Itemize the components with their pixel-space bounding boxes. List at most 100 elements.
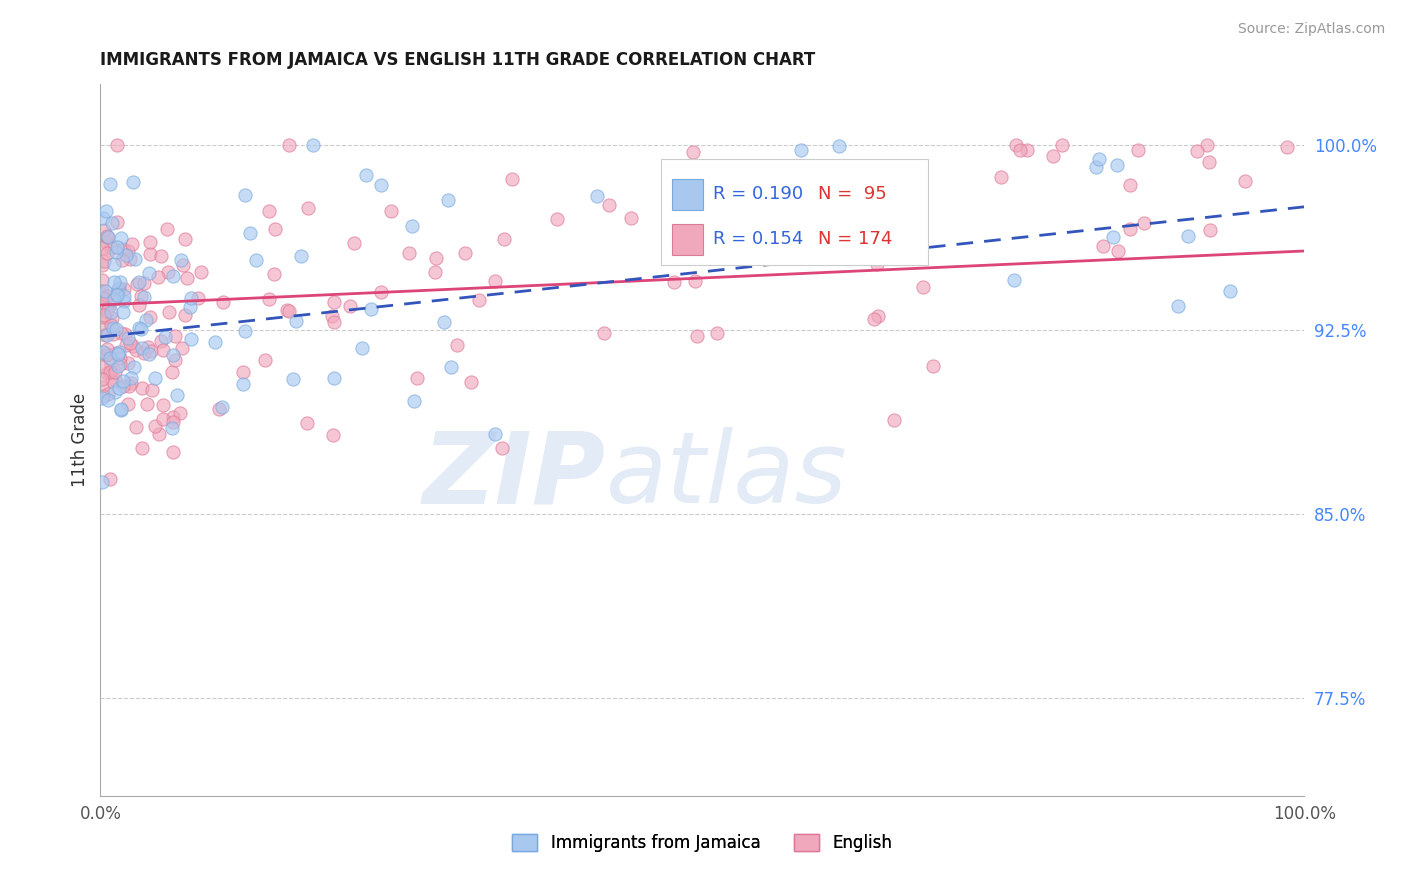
Point xyxy=(91,241,114,255)
Point xyxy=(468,293,491,307)
Point xyxy=(111,374,134,388)
Point xyxy=(501,172,523,186)
Point xyxy=(1187,144,1209,158)
Point xyxy=(190,265,212,279)
Point xyxy=(370,285,392,300)
Point xyxy=(323,371,346,385)
Point xyxy=(98,178,121,192)
Point xyxy=(115,248,138,262)
Point xyxy=(990,169,1012,184)
Point xyxy=(139,247,162,261)
Point xyxy=(278,304,301,318)
Point xyxy=(108,351,131,365)
Point xyxy=(129,322,152,336)
Point xyxy=(290,250,312,264)
Point xyxy=(877,215,900,229)
Point xyxy=(134,346,156,360)
Point xyxy=(683,274,706,288)
Point xyxy=(162,269,184,284)
Point xyxy=(1119,222,1142,236)
Point xyxy=(1005,138,1028,153)
Point xyxy=(120,252,142,266)
Point xyxy=(131,381,153,395)
Point xyxy=(97,387,120,401)
Point xyxy=(1042,148,1064,162)
Point xyxy=(128,320,150,334)
Y-axis label: 11th Grade: 11th Grade xyxy=(72,392,89,487)
Point xyxy=(1102,230,1125,244)
Text: N =  95: N = 95 xyxy=(818,186,887,203)
Point xyxy=(676,223,699,237)
Point xyxy=(232,377,254,392)
Point xyxy=(703,214,725,228)
Point xyxy=(810,240,832,254)
Point xyxy=(121,237,143,252)
Point xyxy=(149,334,172,348)
Point xyxy=(157,265,180,279)
Point xyxy=(398,246,420,260)
Point xyxy=(117,397,139,411)
Point xyxy=(155,222,177,236)
Point xyxy=(128,275,150,289)
Point xyxy=(1052,138,1074,153)
Point xyxy=(433,315,456,329)
Point xyxy=(131,341,153,355)
Point xyxy=(114,327,136,342)
Point xyxy=(96,348,118,362)
Text: atlas: atlas xyxy=(606,427,848,524)
Point xyxy=(93,284,115,298)
Point xyxy=(620,211,643,226)
Point xyxy=(132,277,155,291)
Point xyxy=(174,232,197,246)
Point xyxy=(845,241,868,255)
Point xyxy=(352,341,374,355)
Point xyxy=(911,280,934,294)
Point xyxy=(136,396,159,410)
Point xyxy=(145,418,167,433)
Point xyxy=(100,357,122,371)
Point xyxy=(592,326,614,340)
Point xyxy=(111,242,134,256)
Point xyxy=(120,335,142,350)
Point xyxy=(491,441,513,455)
Text: R = 0.154: R = 0.154 xyxy=(713,230,803,248)
Point xyxy=(108,381,131,395)
Point xyxy=(115,338,138,352)
Point xyxy=(96,304,118,318)
Point xyxy=(880,168,903,182)
Point xyxy=(131,441,153,455)
Point xyxy=(110,401,132,416)
Point xyxy=(91,359,114,374)
Point xyxy=(176,271,198,285)
Point xyxy=(107,347,129,361)
Point xyxy=(239,226,262,240)
Point xyxy=(1198,223,1220,237)
Point xyxy=(866,257,889,271)
Point xyxy=(817,235,839,249)
Point xyxy=(98,365,121,379)
Point xyxy=(107,359,129,373)
Point xyxy=(108,344,131,359)
Point xyxy=(100,242,122,256)
Point xyxy=(107,282,129,296)
Point xyxy=(162,410,184,425)
Point xyxy=(546,212,568,227)
Point xyxy=(90,321,112,335)
Point xyxy=(141,384,163,398)
Point xyxy=(254,353,277,368)
Point xyxy=(100,374,122,388)
Point xyxy=(91,291,114,305)
Point xyxy=(97,392,120,407)
Point xyxy=(494,232,516,246)
Point xyxy=(1084,161,1107,175)
Point xyxy=(96,236,118,251)
Point xyxy=(162,445,184,459)
Point xyxy=(117,244,139,258)
Point xyxy=(233,187,256,202)
Point xyxy=(117,331,139,345)
Point xyxy=(98,472,121,486)
Point xyxy=(686,329,709,343)
Point xyxy=(91,345,114,359)
Point xyxy=(105,244,128,259)
Point xyxy=(96,347,118,361)
